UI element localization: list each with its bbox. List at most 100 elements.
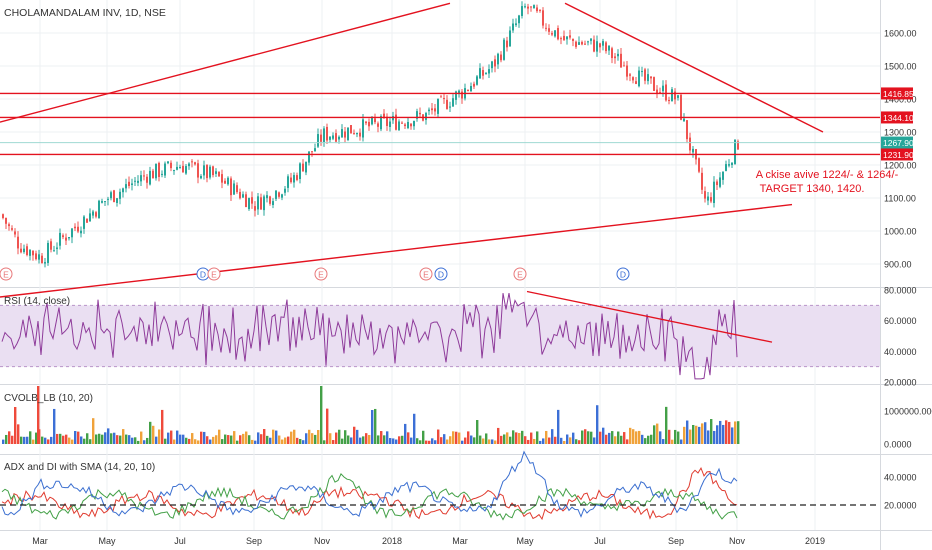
candle-body — [686, 120, 688, 140]
volume-bar — [320, 386, 323, 444]
candle-body — [47, 242, 49, 263]
volume-bar — [578, 440, 581, 444]
volume-bar — [422, 430, 425, 444]
candle-body — [635, 81, 637, 84]
candle-body — [65, 237, 67, 241]
volume-bar — [11, 435, 14, 444]
candle-body — [581, 41, 583, 45]
time-tick-label: Sep — [668, 536, 684, 546]
candle-body — [632, 77, 634, 81]
volume-bar — [308, 429, 311, 444]
volume-bar — [395, 439, 398, 444]
volume-bar — [242, 433, 245, 444]
candle-body — [704, 191, 706, 199]
volume-bar — [221, 439, 224, 444]
volume-bar — [332, 440, 335, 444]
volume-bar — [431, 438, 434, 444]
time-tick-label: May — [516, 536, 534, 546]
event-marker — [419, 267, 433, 281]
di-plus-line — [1, 473, 738, 521]
volume-bar — [467, 431, 470, 444]
volume-bar — [305, 433, 308, 444]
candle-body — [98, 200, 100, 219]
candle-body — [26, 246, 28, 255]
candle-body — [167, 161, 169, 164]
candle-body — [158, 162, 160, 177]
price-tick-label: 900.00 — [884, 260, 912, 270]
time-tick-label: Mar — [452, 536, 468, 546]
trend-line — [564, 2, 824, 133]
volume-bar — [236, 440, 239, 444]
volume-bar — [77, 431, 80, 444]
volume-bar — [341, 438, 344, 444]
candle-body — [194, 162, 196, 165]
candle-body — [623, 65, 625, 67]
candle-body — [407, 122, 409, 129]
volume-bar — [602, 427, 605, 444]
volume-bar — [281, 439, 284, 444]
volume-bar — [545, 430, 548, 444]
candle-body — [119, 191, 121, 199]
volume-bar — [650, 434, 653, 444]
annotation-line-1: A ckise avive 1224/- & 1264/- — [756, 169, 899, 181]
adx-title: ADX and DI with SMA (14, 20, 10) — [4, 462, 155, 473]
candle-body — [725, 164, 727, 171]
price-tick-label: 1300.00 — [884, 128, 917, 138]
volume-bar — [239, 435, 242, 444]
annotation-line-2: TARGET 1340, 1420. — [760, 183, 865, 195]
candle-body — [80, 230, 82, 234]
volume-bar — [116, 435, 119, 444]
candle-body — [266, 195, 268, 199]
price-tick-label: 1400.00 — [884, 95, 917, 105]
rsi-tick-label: 40.0000 — [884, 347, 917, 357]
volume-bar — [251, 439, 254, 444]
volume-bar — [8, 431, 11, 444]
candle-body — [533, 5, 535, 9]
candle-body — [446, 99, 448, 109]
candle-body — [563, 35, 565, 41]
volume-bar — [413, 413, 416, 444]
volume-bar — [302, 440, 305, 444]
candle-body — [32, 250, 34, 256]
candle-body — [707, 196, 709, 201]
candle-body — [122, 188, 124, 193]
candle-body — [227, 177, 229, 185]
candle-body — [272, 201, 274, 206]
candle-body — [716, 181, 718, 186]
candle-body — [350, 125, 352, 134]
candle-body — [491, 61, 493, 69]
volume-bar — [371, 410, 374, 444]
volume-bar — [731, 427, 734, 444]
volume-bar — [401, 435, 404, 444]
candle-body — [344, 131, 346, 138]
price-label-box — [881, 148, 913, 161]
candle-body — [314, 148, 316, 152]
candle-body — [293, 175, 295, 183]
candle-body — [275, 190, 277, 199]
candle-body — [38, 254, 40, 260]
volume-bar — [248, 435, 251, 444]
candle-body — [2, 214, 4, 218]
candle-body — [89, 213, 91, 222]
volume-bar — [410, 437, 413, 444]
volume-panel: 1000000.0000 0.0000 — [2, 386, 932, 450]
candle-body — [494, 59, 496, 67]
event-marker — [207, 267, 221, 281]
volume-bar — [488, 439, 491, 444]
candle-body — [332, 135, 334, 139]
candle-body — [509, 30, 511, 47]
volume-bar — [383, 435, 386, 444]
volume-bar — [398, 436, 401, 444]
volume-bar — [299, 439, 302, 444]
rsi-trend-line — [526, 290, 773, 343]
volume-bar — [380, 431, 383, 444]
volume-bar — [131, 437, 134, 444]
candle-body — [329, 136, 331, 140]
volume-bar — [353, 426, 356, 444]
volume-title: CVOLB_LB (10, 20) — [4, 393, 93, 404]
rsi-tick-label: 80.0000 — [884, 286, 917, 296]
trend-drawings — [0, 2, 880, 298]
candle-body — [647, 74, 649, 82]
volume-bar — [701, 423, 704, 444]
